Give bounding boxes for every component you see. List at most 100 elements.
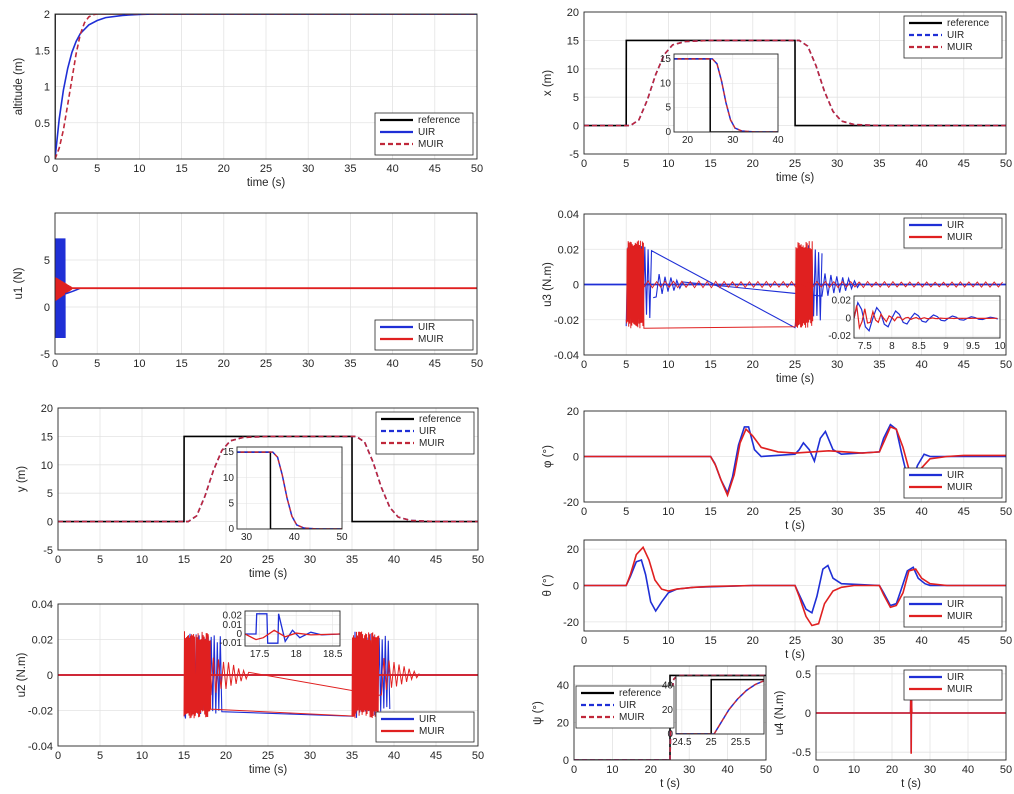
x-tick-label: 20	[218, 163, 230, 175]
x-tick-label: 0	[581, 506, 587, 518]
legend-label-muir: MUIR	[947, 684, 973, 695]
axes-frame	[54, 13, 478, 160]
legend-label-reference: reference	[419, 414, 462, 425]
y-tick-label: 20	[41, 403, 53, 415]
y-axis-label: ψ (°)	[532, 701, 544, 725]
x-tick-label: 35	[873, 158, 885, 170]
x-tick-label: 20	[645, 764, 657, 776]
y-tick-label: 20	[557, 717, 569, 729]
legend-label-muir: MUIR	[418, 139, 444, 150]
y-tick-label: -20	[563, 497, 579, 509]
x-tick-label: 45	[429, 358, 441, 370]
legend-label-muir: MUIR	[419, 726, 445, 737]
x-tick-label: 45	[958, 359, 970, 371]
y-axis-label: altitude (m)	[13, 58, 25, 116]
inset-series-uir	[245, 613, 340, 644]
series-line-muir	[574, 674, 766, 760]
x-tick-label: 35	[346, 554, 358, 566]
x-tick-label: 10	[662, 506, 674, 518]
axes-frame	[853, 295, 1001, 339]
inset-y-tick-label: -0.02	[828, 331, 851, 342]
x-axis-label: t (s)	[660, 778, 680, 790]
x-tick-label: 10	[133, 163, 145, 175]
x-tick-label: 5	[623, 635, 629, 647]
legend-label-reference: reference	[418, 115, 461, 126]
x-tick-label: 25	[789, 158, 801, 170]
x-tick-label: 10	[136, 750, 148, 762]
inset-series-muir	[854, 305, 998, 331]
x-tick-label: 50	[472, 554, 484, 566]
legend-label-muir: MUIR	[947, 232, 973, 243]
series-line-muir	[58, 435, 478, 523]
y-tick-label: 10	[41, 460, 53, 472]
x-tick-label: 50	[1000, 158, 1012, 170]
series-line-muir	[55, 14, 477, 159]
x-tick-label: 40	[721, 764, 733, 776]
x-tick-label: 40	[915, 506, 927, 518]
series-line	[643, 280, 1003, 289]
x-tick-label: 35	[344, 163, 356, 175]
x-tick-label: 20	[747, 158, 759, 170]
x-tick-label: 35	[873, 635, 885, 647]
axes-frame	[675, 675, 765, 735]
x-tick-label: 5	[623, 506, 629, 518]
inset-x-tick-label: 25	[706, 737, 718, 748]
inset-y-tick-label: 0	[845, 313, 851, 324]
inset-x-tick-label: 17.5	[250, 649, 270, 660]
x-tick-label: 5	[94, 163, 100, 175]
y-tick-label: 0	[573, 280, 579, 292]
x-tick-label: 25	[260, 163, 272, 175]
inset-series-muir	[674, 58, 778, 132]
series-line	[210, 657, 420, 696]
inset-y-tick-label: 40	[662, 681, 674, 692]
x-tick-label: 0	[581, 359, 587, 371]
y-tick-label: 0.04	[32, 599, 53, 611]
inset-x-tick-label: 9	[943, 341, 949, 352]
inset-y-tick-label: 0	[667, 729, 673, 740]
series-line-muir	[55, 277, 73, 301]
y-tick-label: 5	[47, 488, 53, 500]
panel-altitude: 0 5 10 15 20 25 30 35 40 45 50 0 0.5 1 1.5 2 time (s) alt…	[13, 9, 483, 189]
axes-frame	[583, 410, 1007, 503]
inset-x-tick-label: 7.5	[858, 341, 872, 352]
legend-label-muir: MUIR	[619, 712, 645, 723]
x-tick-label: 35	[873, 359, 885, 371]
x-tick-label: 0	[581, 158, 587, 170]
x-tick-label: 0	[55, 750, 61, 762]
x-tick-label: 45	[958, 158, 970, 170]
x-tick-label: 45	[958, 635, 970, 647]
x-tick-label: 20	[747, 359, 759, 371]
inset-x-tick-label: 18.5	[323, 649, 343, 660]
x-tick-label: 5	[623, 158, 629, 170]
y-tick-label: 5	[573, 92, 579, 104]
series-line-uir	[55, 238, 66, 339]
y-tick-label: 0	[573, 581, 579, 593]
axes-frame	[244, 610, 341, 647]
legend-label-muir: MUIR	[418, 334, 444, 345]
legend-label-uir: UIR	[947, 672, 964, 683]
y-tick-label: 10	[567, 64, 579, 76]
x-tick-label: 0	[55, 554, 61, 566]
inset-x: 20 30 40 0 5 10 15	[660, 53, 784, 146]
axes-frame	[583, 539, 1007, 632]
x-tick-label: 15	[178, 554, 190, 566]
x-tick-label: 25	[789, 506, 801, 518]
x-tick-label: 25	[789, 359, 801, 371]
inset-y-tick-label: 0.02	[832, 295, 852, 306]
inset-y-tick-label: 10	[660, 78, 672, 89]
x-tick-label: 25	[262, 750, 274, 762]
legend-label-uir: UIR	[947, 470, 964, 481]
x-tick-label: 40	[962, 764, 974, 776]
legend-label-uir: UIR	[418, 322, 435, 333]
y-axis-label: φ (°)	[542, 445, 554, 468]
legend-box	[375, 711, 475, 743]
x-tick-label: 20	[220, 750, 232, 762]
x-tick-label: 25	[260, 358, 272, 370]
